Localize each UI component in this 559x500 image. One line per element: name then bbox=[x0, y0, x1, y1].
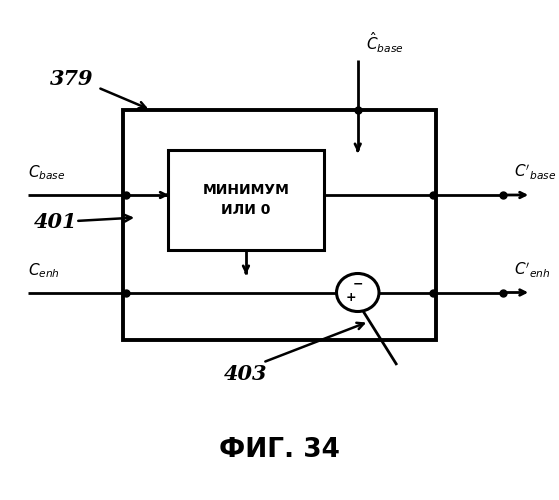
Text: 401: 401 bbox=[34, 212, 77, 232]
Bar bbox=[168, 150, 324, 250]
Text: +: + bbox=[346, 291, 357, 304]
Text: 379: 379 bbox=[50, 69, 94, 89]
Text: 403: 403 bbox=[224, 364, 267, 384]
Text: $\hat{C}_{base}$: $\hat{C}_{base}$ bbox=[366, 30, 404, 55]
Text: $C'_{base}$: $C'_{base}$ bbox=[514, 163, 557, 182]
Text: −: − bbox=[353, 278, 363, 290]
Bar bbox=[123, 110, 436, 340]
Text: $C_{base}$: $C_{base}$ bbox=[28, 164, 65, 182]
Text: $C'_{enh}$: $C'_{enh}$ bbox=[514, 260, 551, 280]
Text: ФИГ. 34: ФИГ. 34 bbox=[219, 437, 340, 463]
Text: МИНИМУМ
ИЛИ 0: МИНИМУМ ИЛИ 0 bbox=[202, 183, 290, 217]
Circle shape bbox=[337, 274, 379, 312]
Text: $C_{enh}$: $C_{enh}$ bbox=[28, 262, 60, 280]
